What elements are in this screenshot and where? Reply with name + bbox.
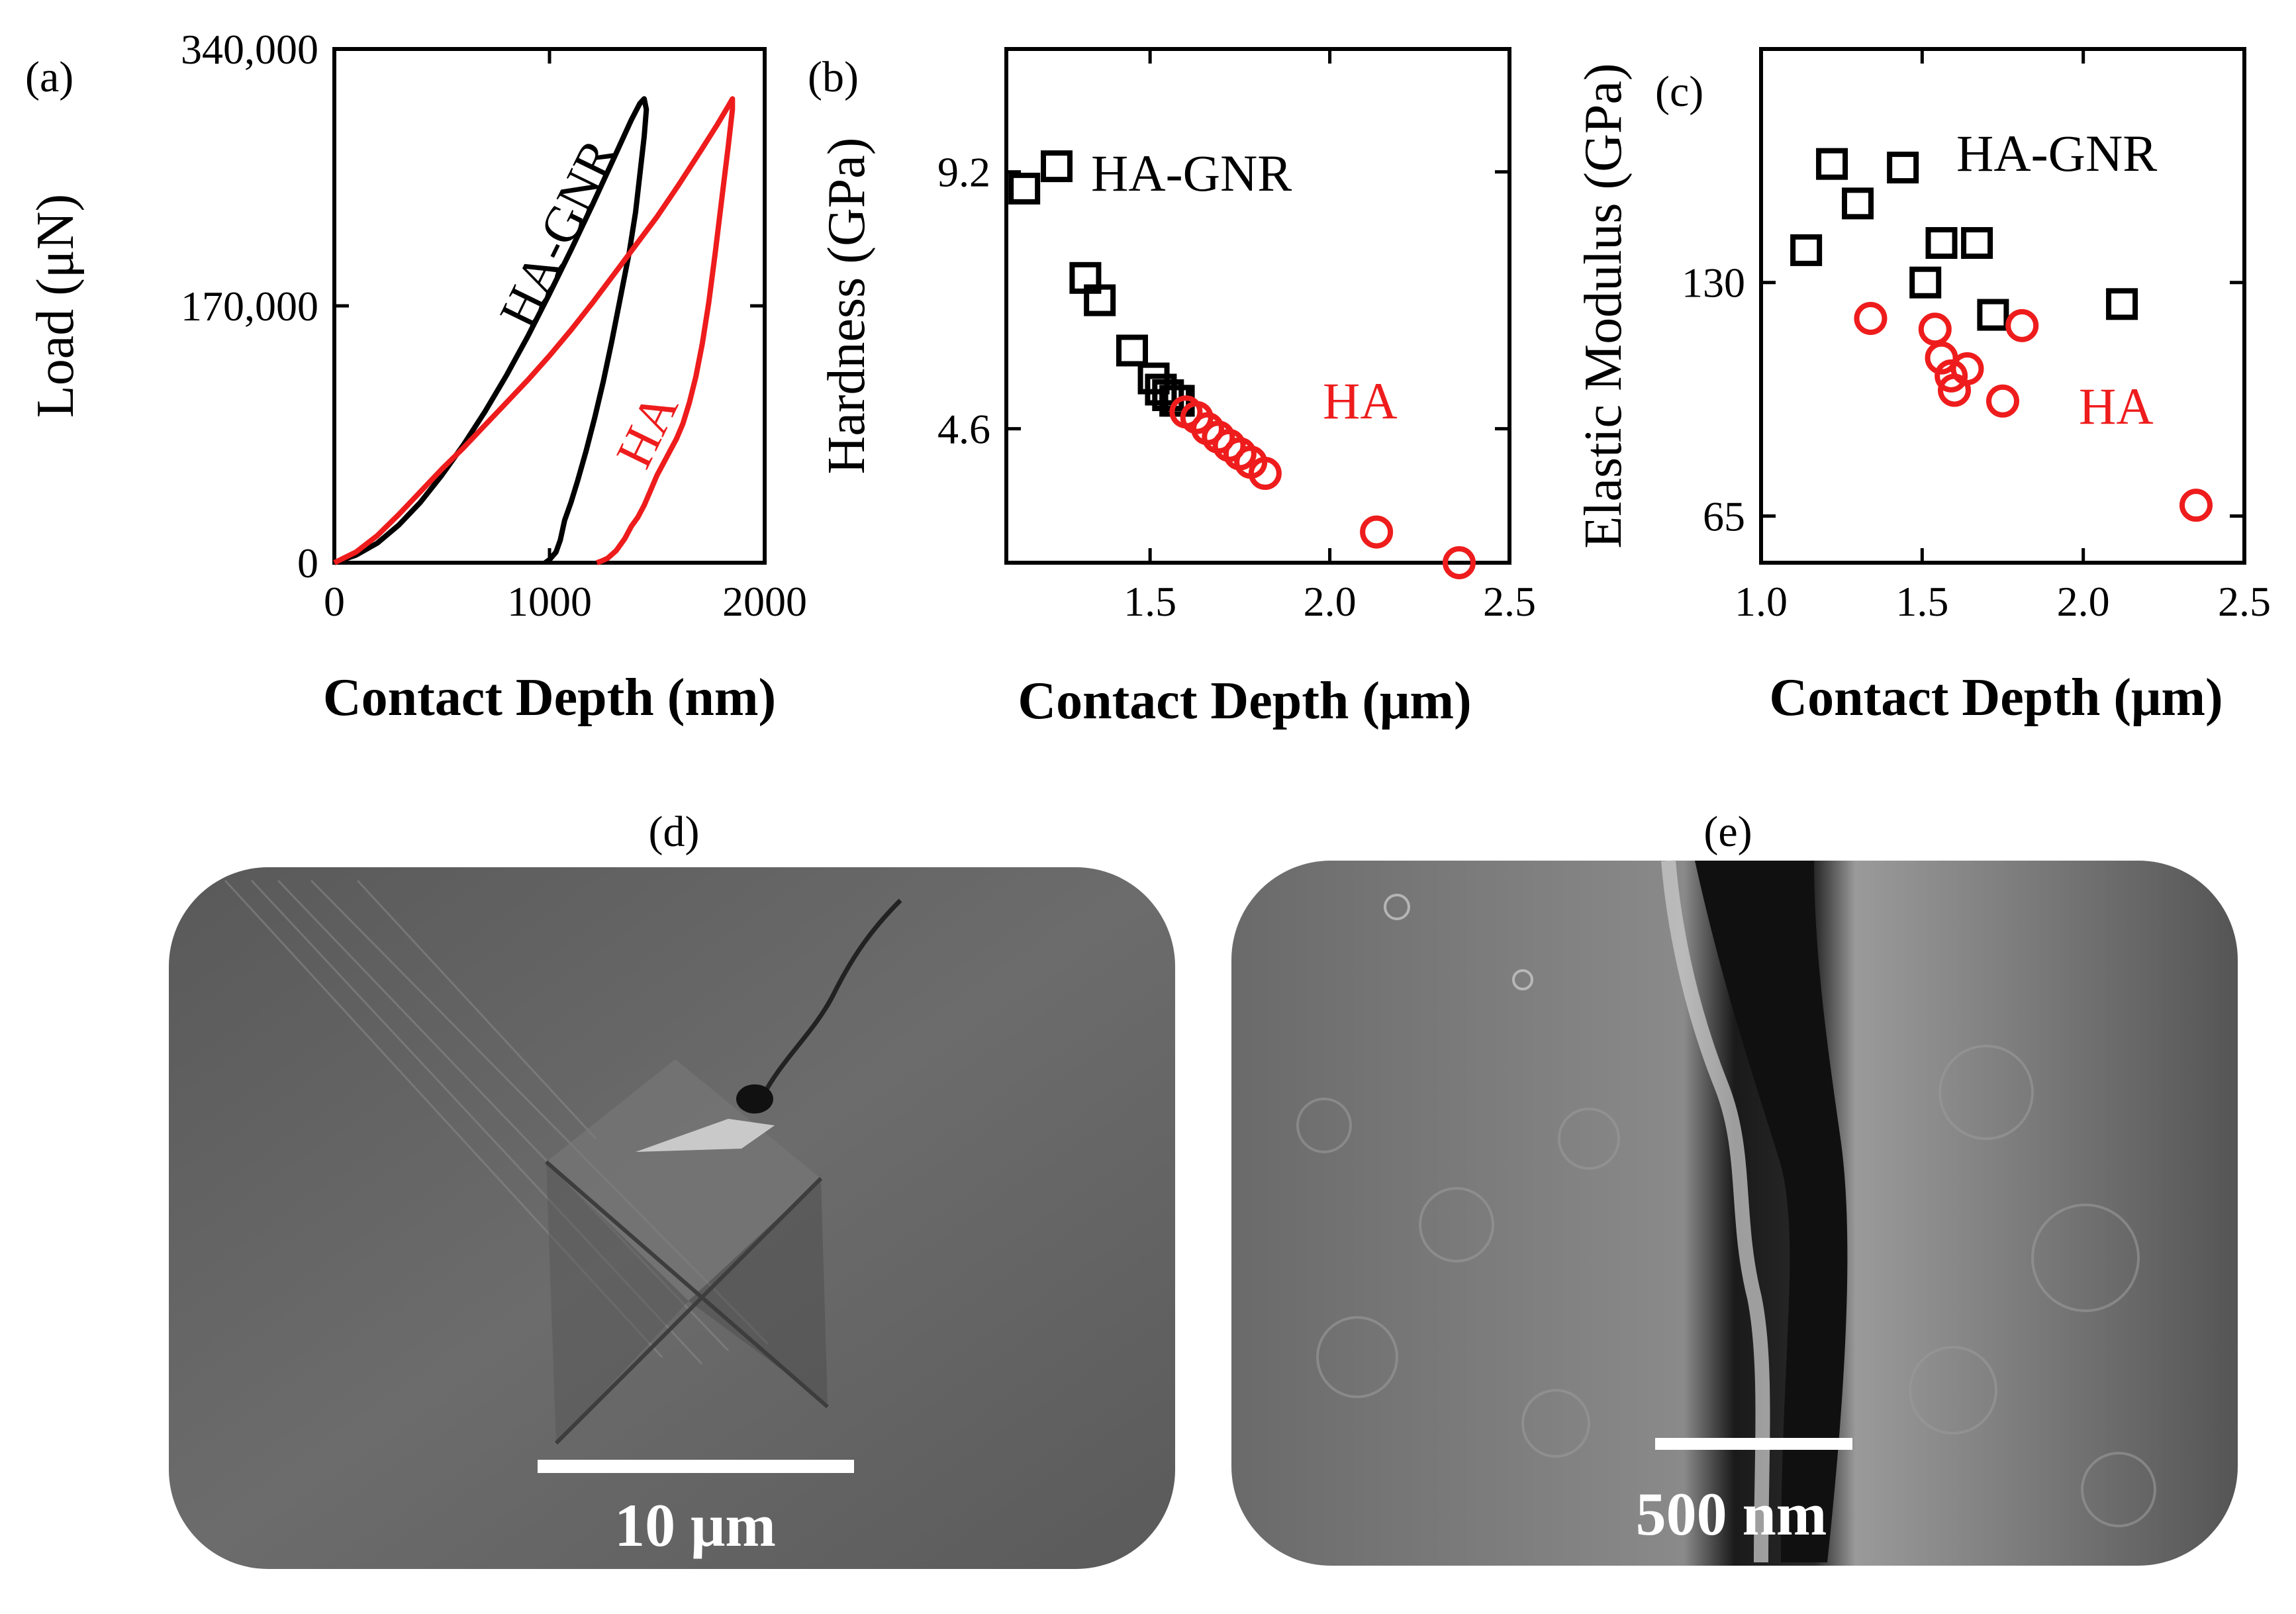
panel-d-pore	[736, 1084, 773, 1114]
panel-c-series-1-point-6	[1986, 384, 2019, 418]
panel-c-series-1-point-1	[1918, 312, 1952, 346]
panel-c-label: (c)	[1655, 68, 1703, 116]
panel-d-indent-mark	[545, 1059, 829, 1445]
panel-a-label: (a)	[25, 53, 73, 101]
panel-b-x-tick-label-2: 2.5	[1483, 578, 1536, 625]
panel-c-series-0-point-3	[1887, 152, 1919, 184]
panel-d-sem-indent-image: (d) 10 μm	[169, 808, 1175, 1569]
panel-b-series-1-point-8	[1360, 515, 1394, 549]
panel-a-x-tick-label-2: 2000	[722, 578, 807, 625]
panel-c-x-tick-label-1: 1.5	[1895, 578, 1948, 625]
panel-b-y-axis-title: Hardness (GPa)	[818, 138, 876, 475]
panel-c-x-tick-label-3: 2.5	[2218, 578, 2271, 625]
panel-c-points	[1790, 148, 2213, 522]
panel-c-modulus-chart: (c) 1.0 1.5 2.0 2.5 65 130 HA-GNR HA Contact …	[1574, 47, 2271, 727]
panel-b-x-tick-label-1: 2.0	[1304, 578, 1357, 625]
panel-d-scratch-texture	[224, 879, 769, 1365]
panel-e-scale-label: 500 nm	[1636, 1480, 1827, 1548]
panel-c-series-0-point-7	[1977, 299, 2009, 331]
panel-c-series-0-point-2	[1842, 187, 1874, 220]
panel-c-series-0-point-5	[1925, 227, 1958, 260]
panel-a-y-tick-label-1: 170,000	[181, 283, 318, 330]
panel-b-series-0-point-4	[1116, 334, 1148, 367]
panel-b-series-0-point-0	[1008, 172, 1041, 205]
panel-c-series-1-point-7	[2005, 309, 2039, 342]
panel-c-series-0-point-0	[1790, 234, 1823, 266]
panel-c-x-axis-title: Contact Depth (μm)	[1769, 669, 2223, 727]
panel-c-annotation-ha: HA	[2079, 377, 2154, 435]
panel-b-hardness-chart: (b) 1.5 2.0 2.5 4.6 9.2 HA-GNR HA Contact De…	[808, 47, 1536, 730]
panel-b-x-tick-label-0: 1.5	[1124, 578, 1176, 625]
panel-b-x-axis-title: Contact Depth (μm)	[1018, 672, 1471, 730]
panel-c-y-tick-label-1: 130	[1682, 260, 1745, 307]
panel-b-series-1-point-7	[1248, 457, 1282, 491]
panel-b-ticks: 1.5 2.0 2.5 4.6 9.2	[937, 49, 1536, 625]
panel-d-label: (d)	[649, 808, 700, 856]
panel-c-annotation-ha-gnr: HA-GNR	[1956, 124, 2157, 182]
panel-c-y-axis-title: Elastic Modulus (GPa)	[1574, 63, 1633, 548]
panel-c-series-0-point-4	[1909, 266, 1942, 299]
panel-c-series-0-point-8	[2106, 288, 2138, 320]
panel-a-x-axis-title: Contact Depth (nm)	[323, 669, 776, 727]
panel-a-y-axis-title: Load (μN)	[26, 194, 85, 418]
panel-b-y-tick-label-0: 4.6	[937, 406, 990, 453]
panel-b-y-tick-label-1: 9.2	[937, 149, 990, 196]
panel-a-load-depth-chart: (a) 0 1000 2000 0 170,000 340,000 HA-GNR HA C…	[25, 26, 807, 727]
panel-a-curves	[333, 96, 736, 565]
panel-b-series-0-point-1	[1041, 150, 1073, 183]
panel-c-y-tick-label-0: 65	[1703, 493, 1745, 540]
panel-b-points	[1008, 150, 1476, 579]
panel-d-crack	[759, 898, 902, 1100]
panel-a-y-tick-label-0: 0	[297, 540, 318, 587]
panel-e-crack-gap	[1695, 861, 1848, 1562]
panel-e-grain-texture	[1296, 894, 2156, 1527]
panel-b-series-1-point-9	[1443, 546, 1476, 579]
panel-a-annotation-ha: HA	[604, 384, 689, 476]
panel-c-series-1-point-0	[1854, 301, 1888, 335]
panel-b-series-0-point-3	[1084, 284, 1116, 316]
panel-e-image-frame	[1231, 861, 2238, 1566]
panel-e-label: (e)	[1703, 808, 1752, 856]
panel-c-series-1-point-5	[1938, 373, 1971, 407]
panel-c-plot-frame	[1759, 47, 2246, 565]
panel-d-chip	[636, 1119, 775, 1152]
panel-c-series-1-point-8	[2179, 489, 2213, 522]
panel-b-annotation-ha-gnr: HA-GNR	[1091, 144, 1292, 202]
panel-e-sem-crack-image: (e) 500 nm	[1231, 808, 2238, 1566]
panel-b-plot-frame	[1004, 47, 1511, 565]
panel-e-scale-bar	[1655, 1438, 1852, 1450]
panel-b-label: (b)	[808, 53, 859, 101]
panel-a-y-tick-label-2: 340,000	[181, 26, 318, 73]
panel-c-ticks: 1.0 1.5 2.0 2.5 65 130	[1682, 49, 2271, 625]
panel-e-crack-edge	[1661, 860, 1770, 1563]
panel-b-annotation-ha: HA	[1323, 372, 1398, 430]
panel-a-ticks: 0 1000 2000 0 170,000 340,000	[181, 26, 807, 625]
panel-a-series-1-curve	[333, 96, 736, 565]
panel-a-x-tick-label-0: 0	[324, 578, 345, 625]
panel-d-scale-label: 10 μm	[614, 1492, 776, 1559]
panel-c-x-tick-label-2: 2.0	[2057, 578, 2110, 625]
panel-c-series-0-point-6	[1961, 227, 1993, 260]
panel-d-scale-bar	[538, 1460, 854, 1473]
panel-c-series-0-point-1	[1816, 148, 1848, 180]
panel-a-x-tick-label-1: 1000	[507, 578, 592, 625]
panel-c-x-tick-label-0: 1.0	[1735, 578, 1788, 625]
panel-c-series-1-point-3	[1935, 359, 1968, 393]
panel-a-annotation-ha-gnr: HA-GNR	[488, 130, 628, 336]
